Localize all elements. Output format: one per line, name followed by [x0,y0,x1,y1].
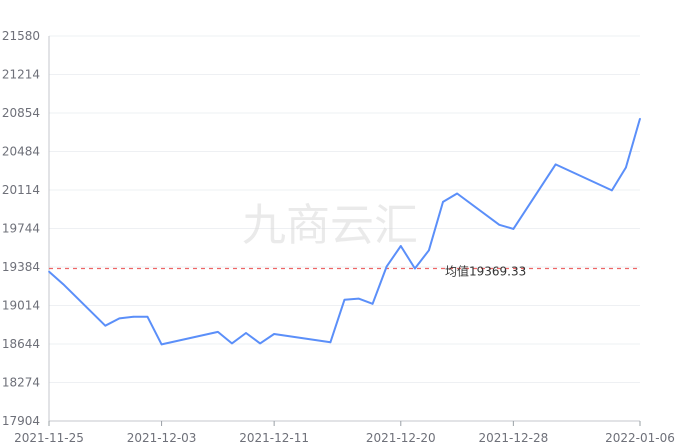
data-point [273,333,275,335]
data-point [118,317,121,320]
y-axis: 17904 18274 18644 19014 19384 19744 20114 20484… [2,29,50,428]
y-tick-label: 20114 [2,183,40,197]
data-point [399,245,402,247]
x-tick-label: 2021-12-20 [366,431,436,445]
y-tick-label: 19744 [2,222,40,236]
data-point [371,303,374,305]
grid-lines [49,35,640,422]
average-line-group: 均值19369.33 [49,264,640,279]
data-point [512,228,515,230]
data-point [231,342,233,345]
y-tick-label: 20484 [2,145,40,159]
data-point [428,249,430,252]
data-point [146,316,149,318]
data-point [414,267,416,270]
data-point [385,265,388,268]
data-point [132,316,135,318]
x-axis: 2021-11-25 2021-12-03 2021-12-11 2021-12-20… [14,421,675,445]
data-point [456,192,458,195]
y-tick-label: 21214 [2,68,40,82]
y-tick-label: 20854 [2,106,40,120]
data-point [442,201,444,203]
data-point [160,343,163,346]
data-point [554,163,557,166]
data-point [329,341,332,344]
x-tick-label: 2022-01-06 [605,431,675,445]
y-tick-label: 19384 [2,260,40,274]
y-tick-label: 19014 [2,299,40,313]
data-point [625,166,627,169]
data-point [104,324,107,327]
data-point [498,223,501,226]
data-point [217,331,219,333]
x-tick-label: 2021-11-25 [14,431,84,445]
data-point [245,332,247,334]
data-point [48,270,50,273]
watermark: 九商云汇 [242,200,418,251]
average-label: 均值19369.33 [445,264,526,279]
y-tick-label: 18644 [2,337,40,351]
series-group [48,117,641,346]
y-tick-label: 17904 [2,414,40,428]
x-tick-label: 2021-12-03 [127,431,197,445]
x-tick-label: 2021-12-28 [478,431,548,445]
data-point [259,342,261,345]
data-point [357,297,360,300]
y-tick-label: 21580 [2,29,40,43]
series-line [48,118,641,346]
x-tick-label: 2021-12-11 [239,431,309,445]
data-point [343,298,346,301]
y-tick-label: 18274 [2,376,40,390]
data-point [611,189,613,192]
data-point [62,283,64,285]
data-point [639,117,641,120]
